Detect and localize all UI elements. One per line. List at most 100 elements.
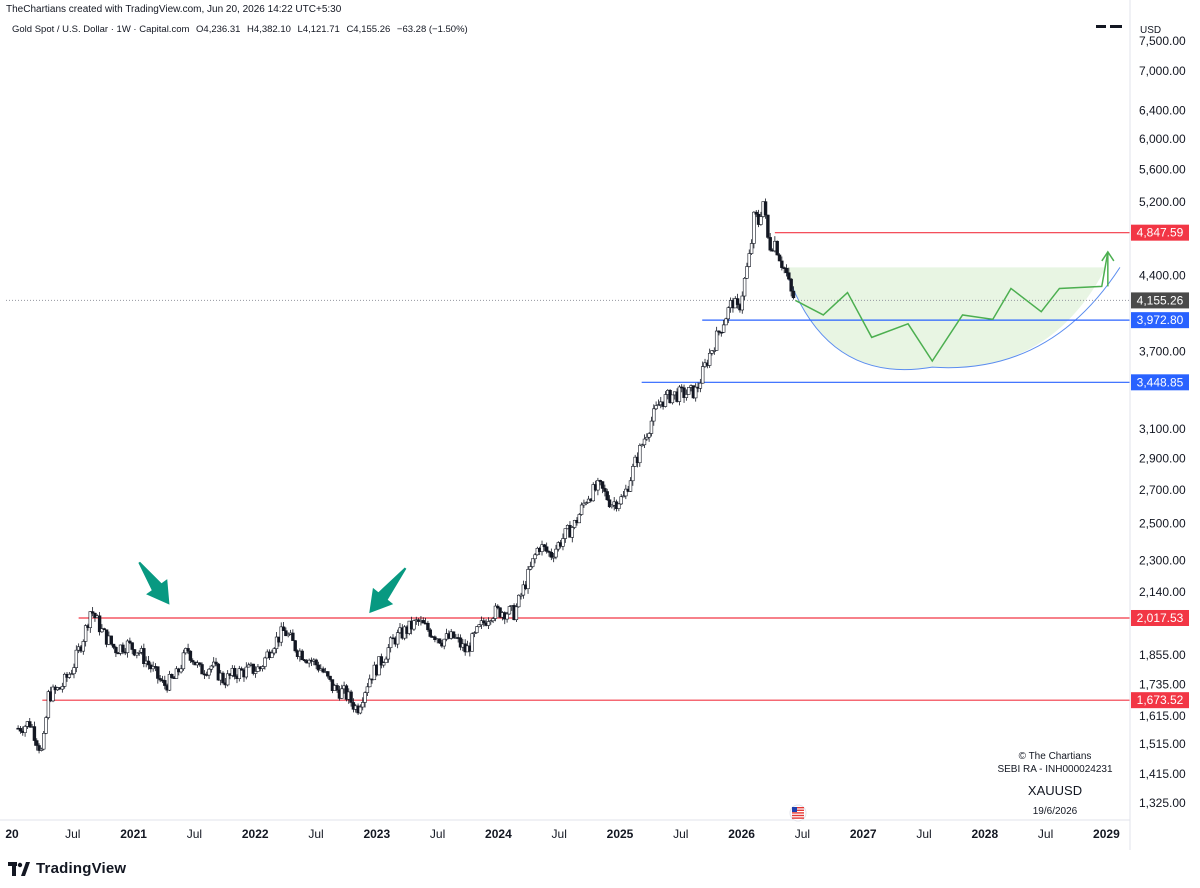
candle-body bbox=[652, 408, 656, 422]
candle-body bbox=[46, 691, 51, 718]
candle-body bbox=[237, 668, 242, 679]
candle-body bbox=[603, 488, 607, 492]
candle bbox=[517, 594, 521, 608]
y-tick-label: 1,515.00 bbox=[1139, 737, 1186, 751]
price-tag-label: 2,017.53 bbox=[1137, 611, 1184, 625]
candle-body bbox=[263, 657, 267, 667]
candle-body bbox=[745, 266, 749, 279]
candle-body bbox=[735, 298, 740, 305]
candle-body bbox=[381, 662, 386, 666]
candle bbox=[745, 262, 749, 279]
candle-body bbox=[458, 637, 463, 648]
candle bbox=[246, 662, 251, 668]
candle bbox=[214, 657, 218, 667]
candle-body bbox=[526, 569, 530, 590]
candle-body bbox=[188, 650, 193, 661]
candle-body bbox=[577, 514, 581, 524]
candle-body bbox=[326, 671, 330, 677]
candle bbox=[640, 443, 644, 447]
candle-body bbox=[789, 278, 793, 292]
candle-body bbox=[363, 692, 367, 703]
candle bbox=[158, 675, 162, 683]
candle-body bbox=[749, 243, 754, 254]
candle-body bbox=[572, 520, 577, 528]
candle bbox=[652, 404, 656, 426]
menu-icon[interactable] bbox=[1096, 25, 1106, 28]
candle bbox=[714, 326, 719, 351]
candle bbox=[330, 679, 335, 694]
x-tick-label: Jul bbox=[187, 827, 202, 841]
chart-watermark: © The Chartians SEBI RA - INH000024231 X… bbox=[980, 750, 1130, 818]
candle bbox=[591, 482, 595, 502]
price-tag-label: 1,673.52 bbox=[1137, 693, 1184, 707]
candle-body bbox=[286, 634, 290, 637]
candle bbox=[693, 383, 698, 402]
candle bbox=[181, 649, 186, 671]
candle bbox=[547, 550, 551, 557]
candle-body bbox=[368, 678, 372, 688]
candle bbox=[46, 689, 51, 720]
tradingview-logo[interactable]: TradingView bbox=[8, 860, 126, 877]
candle-body bbox=[246, 664, 251, 668]
candle-body bbox=[470, 633, 474, 652]
price-tag bbox=[1131, 312, 1189, 329]
price-chart[interactable]: 7,500.00 7,000.00 6,400.00 6,000.00 5,600.00… bbox=[0, 0, 1200, 850]
candle bbox=[412, 619, 416, 631]
y-tick-label: 2,140.00 bbox=[1139, 585, 1186, 599]
candle-body bbox=[170, 674, 174, 678]
candle-body bbox=[28, 721, 32, 728]
candle-body bbox=[496, 605, 500, 609]
candle-body bbox=[777, 254, 782, 262]
candle-body bbox=[274, 636, 279, 649]
candle bbox=[167, 670, 172, 692]
candle bbox=[284, 627, 288, 637]
candle-body bbox=[493, 605, 498, 619]
price-tag-label: 3,972.80 bbox=[1137, 313, 1184, 327]
candle-body bbox=[714, 330, 719, 351]
candle bbox=[603, 484, 607, 497]
candle bbox=[458, 634, 463, 651]
candle-body bbox=[482, 620, 486, 624]
candle-body bbox=[125, 640, 130, 654]
candle bbox=[596, 477, 600, 496]
created-with-banner: TheChartians created with TradingView.co… bbox=[6, 4, 342, 15]
candle-body bbox=[624, 488, 628, 497]
x-tick-label: Jul bbox=[65, 827, 80, 841]
candle-body bbox=[200, 664, 204, 675]
candle bbox=[328, 675, 332, 682]
candle bbox=[69, 669, 74, 676]
candle-body bbox=[291, 632, 295, 641]
candle bbox=[321, 666, 325, 674]
candle-body bbox=[51, 686, 55, 702]
flag-stripe bbox=[792, 809, 804, 811]
footer-bar: TradingView bbox=[0, 850, 1200, 888]
candle-body bbox=[563, 528, 568, 539]
candle bbox=[789, 277, 793, 297]
candle-body bbox=[472, 632, 477, 634]
candle-body bbox=[72, 667, 76, 675]
candle bbox=[23, 724, 27, 737]
candle bbox=[570, 525, 574, 543]
candle-body bbox=[533, 554, 537, 560]
candle bbox=[349, 689, 353, 707]
candle bbox=[263, 656, 267, 670]
candle-body bbox=[645, 436, 649, 440]
currency-label: USD bbox=[1140, 25, 1161, 36]
candle bbox=[489, 619, 493, 625]
candle bbox=[749, 239, 754, 255]
candle bbox=[244, 662, 248, 680]
y-tick-label: 1,855.00 bbox=[1139, 648, 1186, 662]
candle-body bbox=[700, 366, 705, 384]
candle bbox=[540, 540, 544, 556]
y-tick-label: 2,900.00 bbox=[1139, 452, 1186, 466]
candle bbox=[102, 627, 106, 631]
candle bbox=[416, 618, 421, 626]
candle bbox=[563, 528, 568, 543]
candle bbox=[780, 256, 784, 271]
candle bbox=[368, 674, 372, 688]
candle bbox=[18, 726, 23, 734]
symbol-name[interactable]: Gold Spot / U.S. Dollar · 1W · Capital.c… bbox=[12, 24, 190, 35]
candle bbox=[742, 277, 747, 301]
candle bbox=[51, 684, 55, 703]
candle bbox=[174, 666, 179, 679]
